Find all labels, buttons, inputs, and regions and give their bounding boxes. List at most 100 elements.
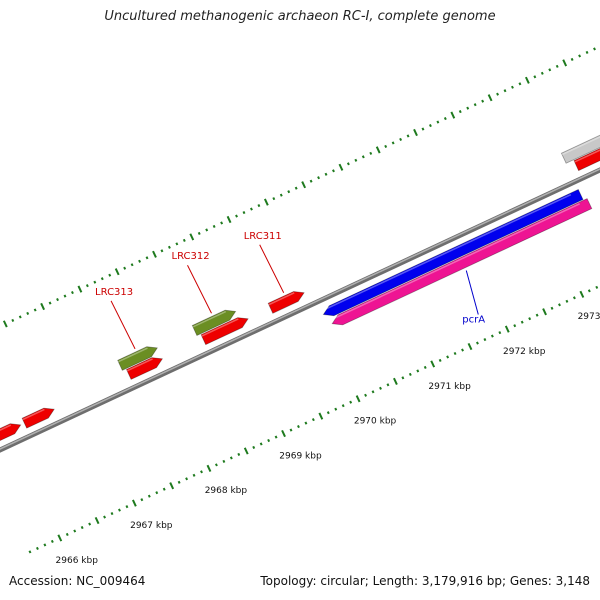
tick-mark bbox=[259, 442, 263, 446]
gene-label[interactable]: LRC313 bbox=[95, 287, 133, 298]
gene-arrow[interactable] bbox=[125, 357, 164, 380]
tick-mark bbox=[476, 341, 479, 345]
tick-mark bbox=[513, 324, 517, 328]
gene-arrow-highlight bbox=[126, 358, 153, 372]
kbp-label: 2971 kbp bbox=[428, 382, 471, 392]
tick-mark bbox=[287, 190, 291, 194]
kbp-label: 2972 kbp bbox=[503, 347, 546, 357]
gene-arrow-highlight bbox=[574, 149, 600, 163]
tick-mark bbox=[384, 144, 388, 148]
tick-mark bbox=[401, 376, 405, 380]
gene-arrow[interactable] bbox=[331, 198, 593, 326]
gene-arrow[interactable] bbox=[0, 423, 22, 446]
gene-label[interactable]: LRC311 bbox=[244, 231, 282, 242]
tick-mark bbox=[294, 186, 298, 190]
gene-g6[interactable] bbox=[560, 129, 600, 164]
gene-arrow[interactable] bbox=[191, 309, 237, 337]
gene-g2[interactable] bbox=[21, 407, 55, 429]
tick-mark bbox=[379, 386, 382, 390]
tick-mark bbox=[132, 499, 137, 507]
tick-mark bbox=[324, 172, 328, 176]
gene-g4[interactable] bbox=[200, 317, 249, 346]
tick-mark bbox=[267, 438, 271, 443]
tick-mark bbox=[562, 59, 568, 67]
tick-mark bbox=[56, 297, 59, 302]
tick-mark bbox=[123, 266, 127, 270]
tick-mark bbox=[206, 464, 212, 472]
gene-pcrA[interactable]: pcrA bbox=[330, 198, 593, 326]
tick-mark bbox=[332, 169, 335, 173]
tick-mark bbox=[540, 71, 544, 75]
tick-mark bbox=[189, 233, 195, 241]
gene-arrow-highlight bbox=[192, 310, 227, 328]
tick-mark bbox=[334, 407, 338, 411]
tick-mark bbox=[212, 224, 216, 229]
tick-mark bbox=[18, 315, 22, 319]
tick-mark bbox=[428, 123, 432, 128]
tick-mark bbox=[250, 207, 253, 211]
tick-mark bbox=[416, 369, 420, 373]
tick-mark bbox=[125, 505, 129, 509]
tick-mark bbox=[436, 120, 440, 124]
tick-mark bbox=[453, 351, 457, 356]
tick-mark bbox=[114, 268, 120, 276]
gene-lrc312[interactable]: LRC312 bbox=[172, 251, 237, 337]
tick-mark bbox=[50, 539, 54, 543]
gene-g5[interactable] bbox=[321, 188, 584, 317]
tick-mark bbox=[326, 411, 330, 415]
tick-mark bbox=[548, 68, 552, 72]
backbone-line bbox=[0, 167, 600, 453]
kbp-label: 2966 kbp bbox=[56, 556, 99, 566]
gene-g7[interactable] bbox=[573, 140, 600, 172]
tick-mark bbox=[304, 421, 308, 425]
tick-mark bbox=[175, 242, 179, 246]
gene-lrc313[interactable]: LRC313 bbox=[95, 287, 158, 371]
gene-label-leader bbox=[110, 300, 136, 350]
map-title: Uncultured methanogenic archaeon RC-I, c… bbox=[104, 9, 496, 24]
tick-mark bbox=[309, 179, 313, 183]
gene-arrow[interactable] bbox=[117, 346, 158, 371]
tick-mark bbox=[443, 117, 447, 121]
tick-mark bbox=[511, 85, 514, 89]
tick-mark bbox=[518, 82, 522, 86]
tick-mark bbox=[93, 280, 97, 284]
gene-label[interactable]: pcrA bbox=[462, 314, 485, 325]
gene-arrow[interactable] bbox=[267, 291, 305, 314]
gene-arrow[interactable] bbox=[200, 317, 249, 346]
tick-mark bbox=[524, 76, 530, 84]
tick-mark bbox=[579, 290, 585, 298]
tick-mark bbox=[205, 228, 209, 232]
gene-g1[interactable] bbox=[0, 423, 22, 446]
tick-mark bbox=[487, 94, 493, 102]
gene-arrow[interactable] bbox=[573, 140, 600, 172]
tick-mark bbox=[145, 256, 149, 260]
tick-mark bbox=[483, 338, 487, 342]
tick-mark bbox=[197, 231, 201, 235]
tick-mark bbox=[80, 525, 84, 530]
gene-arrow[interactable] bbox=[560, 129, 600, 164]
tick-mark bbox=[237, 452, 241, 456]
tick-mark bbox=[200, 470, 203, 474]
gene-arrow-highlight bbox=[330, 203, 580, 321]
tick-mark bbox=[570, 57, 574, 61]
gene-arrow-highlight bbox=[321, 193, 572, 312]
tick-mark bbox=[103, 515, 106, 519]
tick-mark bbox=[558, 303, 561, 307]
tick-mark bbox=[386, 383, 390, 387]
tick-mark bbox=[167, 245, 171, 249]
gene-arrow[interactable] bbox=[21, 407, 55, 429]
gene-lrc311[interactable]: LRC311 bbox=[244, 231, 305, 314]
tick-mark bbox=[65, 532, 69, 537]
tick-mark bbox=[533, 75, 537, 79]
gene-arrow[interactable] bbox=[322, 188, 584, 317]
tick-mark bbox=[11, 318, 15, 322]
gene-g3[interactable] bbox=[125, 357, 164, 380]
gene-label[interactable]: LRC312 bbox=[172, 251, 210, 262]
tick-mark bbox=[252, 445, 256, 450]
tick-mark bbox=[361, 155, 365, 159]
tick-mark bbox=[528, 317, 532, 321]
tick-mark bbox=[371, 390, 375, 394]
tick-mark bbox=[160, 249, 164, 253]
